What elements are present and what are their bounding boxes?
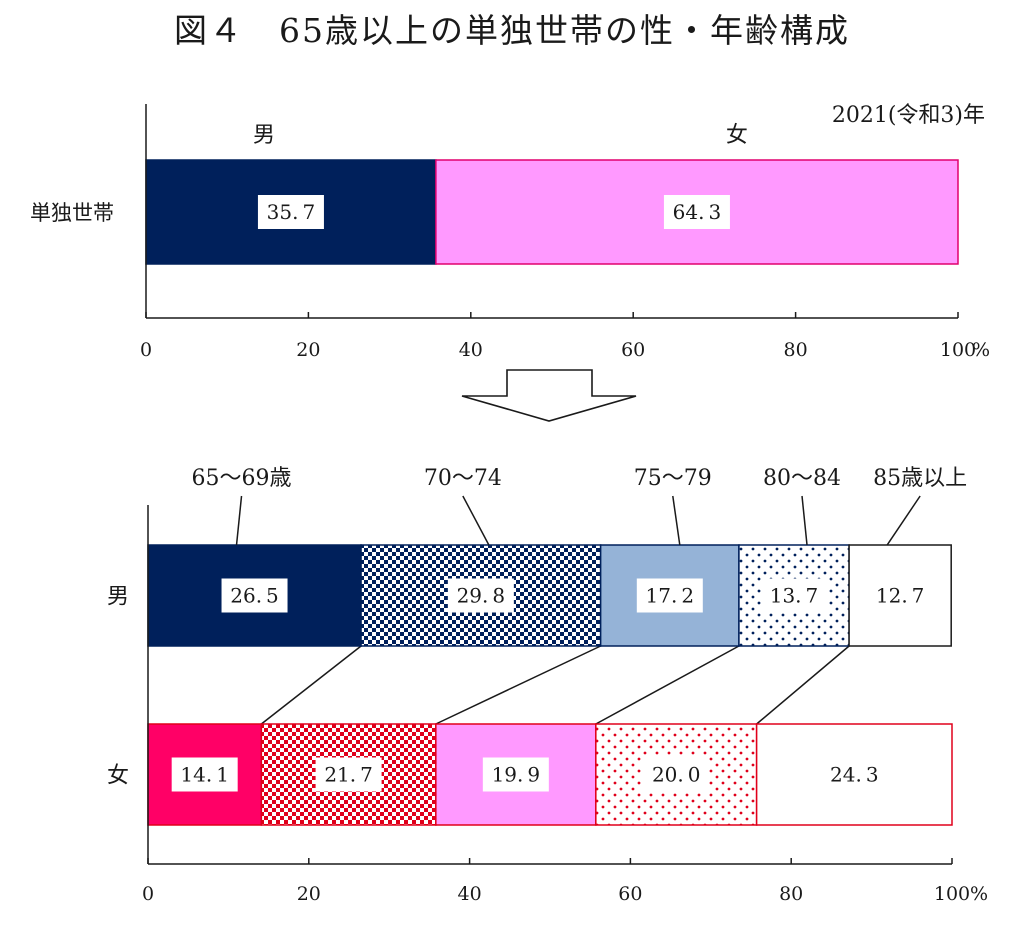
bottom-chart: 男女 26. 5 29. 8 17. 2 13. 7 12. 714. 1 21. 7 19… xyxy=(107,466,988,905)
value-label-male-2: 17. 2 xyxy=(646,584,695,608)
x-tick-label: 80 xyxy=(779,883,803,905)
value-label-female-1-box xyxy=(315,757,382,792)
age-group-label-1: 70～74 xyxy=(424,466,502,491)
value-label-male-4: 12. 7 xyxy=(876,584,925,608)
value-label-female-box xyxy=(663,195,730,229)
age-group-label-0: 65～69歳 xyxy=(192,466,292,491)
year-note: 2021(令和3)年 xyxy=(832,103,985,128)
value-label-female-0-box xyxy=(171,757,238,792)
bar-segment-female-4 xyxy=(755,723,953,826)
chart-title: 図４ 65歳以上の単独世帯の性・年齢構成 xyxy=(174,11,850,50)
age-group-label-3: 80～84 xyxy=(763,466,841,491)
bottom-category-labels: 男女 xyxy=(107,585,129,789)
value-label-female-4: 24. 3 xyxy=(830,763,879,787)
value-label-male-3-box xyxy=(761,578,828,613)
value-label-female-2: 19. 9 xyxy=(492,763,541,787)
x-tick-label: 40 xyxy=(458,883,482,905)
age-leader-line-1 xyxy=(462,495,490,546)
series-label-male: 男 xyxy=(253,123,275,148)
value-label-female-4-box xyxy=(821,757,888,792)
value-label-female-3-box xyxy=(643,757,710,792)
bottom-x-axis: 0 20 40 60 80 100% xyxy=(142,505,988,905)
value-label-female-1: 21. 7 xyxy=(324,763,373,787)
segment-connectors xyxy=(260,645,850,725)
top-chart: 2021(令和3)年 単独世帯 35. 7 64. 3 男女 0 20 40 60 80 1… xyxy=(30,103,990,361)
age-leader-line-3 xyxy=(801,495,808,546)
series-label-female: 女 xyxy=(726,123,748,148)
age-leader-line-0 xyxy=(235,495,243,546)
connector-line xyxy=(595,645,740,725)
age-group-label-2: 75～79 xyxy=(634,466,712,491)
x-tick-label: 100 xyxy=(934,883,970,905)
x-unit-label: % xyxy=(972,339,990,361)
bottom-bars: 26. 5 29. 8 17. 2 13. 7 12. 7 14. 1 21. 7 19. 9… xyxy=(147,544,953,826)
value-label-male-0-box xyxy=(221,578,288,613)
x-unit-label: % xyxy=(970,883,988,905)
age-group-label-4: 85歳以上 xyxy=(873,466,967,491)
value-label-male-1-box xyxy=(447,578,514,613)
value-label-male-0: 26. 5 xyxy=(230,584,279,608)
down-arrow xyxy=(461,369,637,422)
value-label-female-3: 20. 0 xyxy=(652,763,701,787)
x-tick-label: 60 xyxy=(618,883,642,905)
x-tick-label: 0 xyxy=(140,339,152,361)
value-label-female-2-box xyxy=(482,757,549,792)
category-label-male: 男 xyxy=(107,585,129,610)
connector-line xyxy=(756,645,850,725)
bar-segment-male-3 xyxy=(738,544,850,647)
top-bars: 35. 7 64. 3 xyxy=(145,159,959,265)
value-label-female: 64. 3 xyxy=(673,200,722,224)
value-label-male-2-box xyxy=(636,578,703,613)
top-series-labels: 男女 xyxy=(253,123,748,148)
x-tick-label: 20 xyxy=(297,883,321,905)
x-tick-label: 20 xyxy=(296,339,320,361)
value-label-male-4-box xyxy=(867,578,934,613)
x-tick-label: 0 xyxy=(142,883,154,905)
value-label-male-3: 13. 7 xyxy=(770,584,819,608)
value-label-female-0: 14. 1 xyxy=(180,763,229,787)
age-leader-line-4 xyxy=(886,495,921,546)
connector-line xyxy=(260,645,362,725)
age-leader-line-2 xyxy=(672,495,681,546)
age-group-labels: 65～69歳 70～74 75～79 80～84 85歳以上 xyxy=(192,466,967,546)
connector-line xyxy=(435,645,601,725)
x-tick-label: 60 xyxy=(621,339,645,361)
x-tick-label: 80 xyxy=(784,339,808,361)
x-tick-label: 40 xyxy=(459,339,483,361)
x-tick-label: 100 xyxy=(940,339,976,361)
top-x-axis: 0 20 40 60 80 100% xyxy=(140,104,990,361)
value-label-male: 35. 7 xyxy=(267,200,316,224)
value-label-male-box xyxy=(257,195,324,229)
category-label-single: 単独世帯 xyxy=(30,201,114,225)
category-label-female: 女 xyxy=(107,764,129,789)
value-label-male-1: 29. 8 xyxy=(457,584,506,608)
